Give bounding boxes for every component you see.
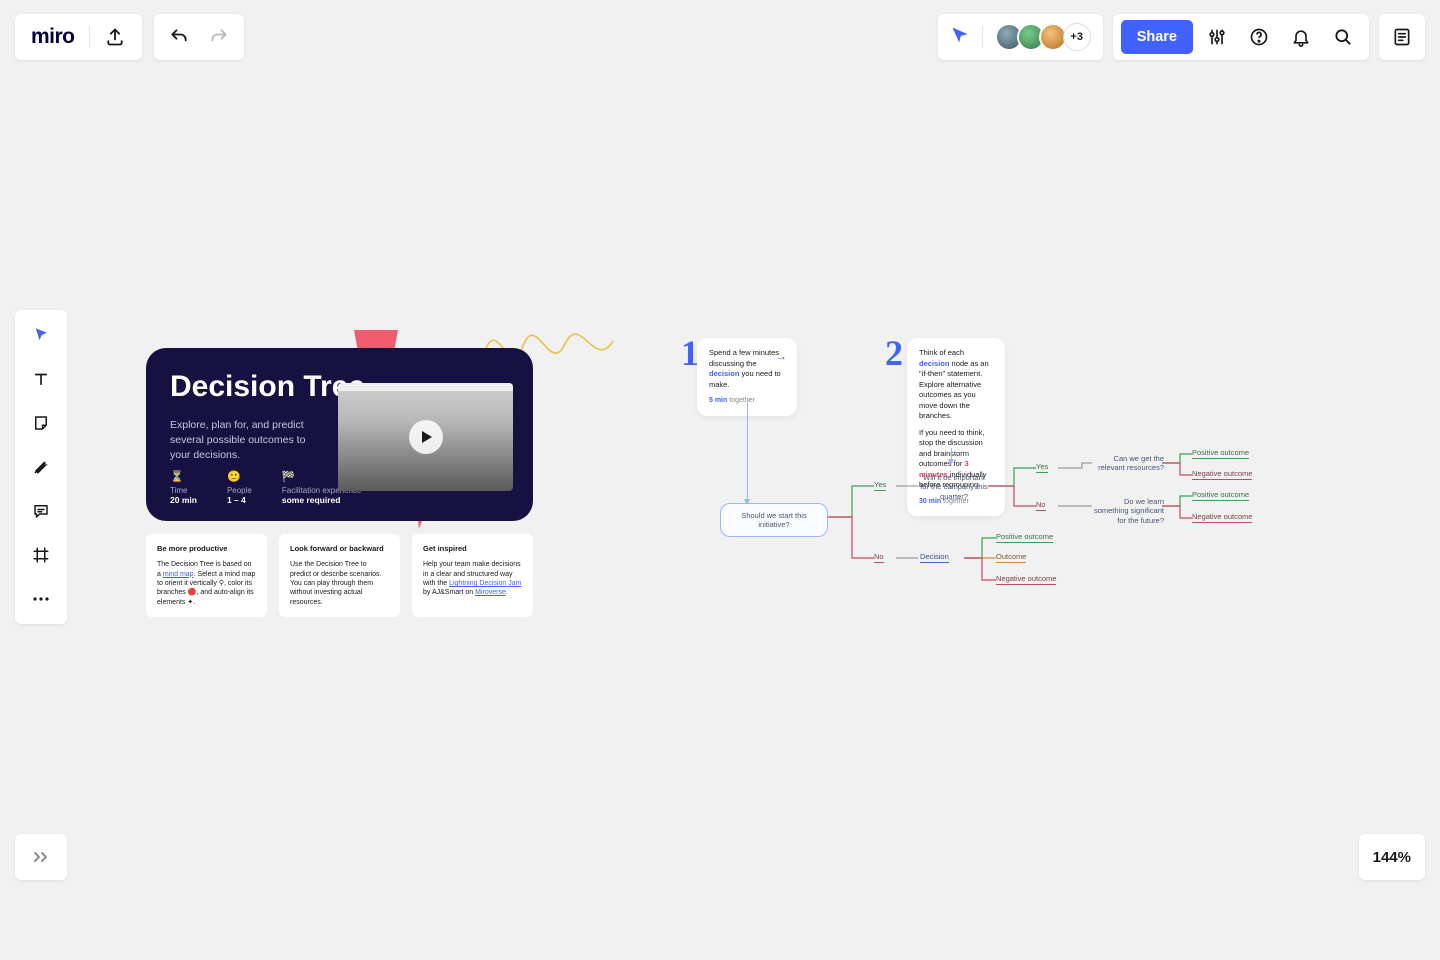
tip-card[interactable]: Look forward or backward Use the Decisio… <box>279 534 400 617</box>
tree-leaf[interactable]: Outcome <box>996 552 1026 563</box>
miroverse-link[interactable]: Miroverse <box>475 589 506 596</box>
tree-leaf[interactable]: Negative outcome <box>1192 512 1252 523</box>
tip-cards-row: Be more productive The Decision Tree is … <box>146 534 533 617</box>
tree-root-node[interactable]: Should we start this initiative? <box>720 503 828 537</box>
play-icon <box>422 431 432 443</box>
hero-card[interactable]: Decision Tree Explore, plan for, and pre… <box>146 348 533 521</box>
tip-title: Be more productive <box>157 544 256 554</box>
tip-title: Get inspired <box>423 544 522 554</box>
hero-meta-row: ⏳ Time20 min 🙂 People1 – 4 🏁 Facilitatio… <box>170 470 361 505</box>
tip-title: Look forward or backward <box>290 544 389 554</box>
tree-node[interactable]: No <box>874 552 884 563</box>
mind-map-link[interactable]: mind map <box>163 571 194 578</box>
tip-card[interactable]: Be more productive The Decision Tree is … <box>146 534 267 617</box>
lightning-jam-link[interactable]: Lightning Decision Jam <box>449 580 521 587</box>
step-text: Spend a few minutes discussing the decis… <box>709 348 781 389</box>
tree-leaf[interactable]: Positive outcome <box>1192 448 1249 459</box>
tree-node[interactable]: Do we learn something significant for th… <box>1092 497 1164 525</box>
tree-leaf[interactable]: Negative outcome <box>1192 469 1252 480</box>
step-number: 2 <box>885 332 903 374</box>
tree-node[interactable]: Decision <box>920 552 949 563</box>
video-titlebar <box>338 383 513 391</box>
tree-node[interactable]: Yes <box>874 480 886 491</box>
tip-body: The Decision Tree is based on a mind map… <box>157 561 255 606</box>
tree-leaf[interactable]: Positive outcome <box>1192 490 1249 501</box>
tip-body: Use the Decision Tree to predict or desc… <box>290 561 381 606</box>
decision-tree-diagram[interactable]: Should we start this initiative? Yes No … <box>720 398 1270 608</box>
tree-node[interactable]: Yes <box>1036 462 1048 473</box>
play-button[interactable] <box>409 420 443 454</box>
tip-card[interactable]: Get inspired Help your team make decisio… <box>412 534 533 617</box>
people-icon: 🙂 <box>227 470 252 483</box>
video-thumbnail[interactable] <box>338 383 513 491</box>
arrow-right-icon[interactable]: → <box>775 348 787 365</box>
meta-people: 🙂 People1 – 4 <box>227 470 252 505</box>
meta-time: ⏳ Time20 min <box>170 470 197 505</box>
tip-body: Help your team make decisions in a clear… <box>423 561 521 596</box>
tree-node[interactable]: Will it be important for the company thi… <box>918 473 990 501</box>
tree-leaf[interactable]: Positive outcome <box>996 532 1053 543</box>
hero-subtitle: Explore, plan for, and predict several p… <box>170 418 320 464</box>
tree-node[interactable]: Can we get the relevant resources? <box>1092 454 1164 473</box>
tree-node[interactable]: No <box>1036 500 1046 511</box>
tree-leaf[interactable]: Negative outcome <box>996 574 1056 585</box>
canvas[interactable]: Decision Tree Explore, plan for, and pre… <box>0 0 1440 960</box>
hourglass-icon: ⏳ <box>170 470 197 483</box>
